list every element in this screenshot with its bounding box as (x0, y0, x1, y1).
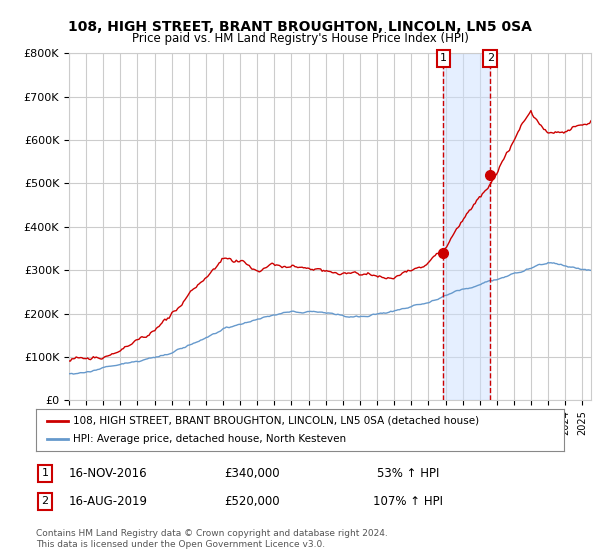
Text: £340,000: £340,000 (224, 466, 280, 480)
Text: Price paid vs. HM Land Registry's House Price Index (HPI): Price paid vs. HM Land Registry's House … (131, 32, 469, 45)
Text: 53% ↑ HPI: 53% ↑ HPI (377, 466, 439, 480)
Bar (443, 53, 490, 400)
Text: 16-AUG-2019: 16-AUG-2019 (68, 494, 148, 508)
Text: 2: 2 (487, 53, 494, 63)
Text: 1: 1 (440, 53, 447, 63)
Text: 108, HIGH STREET, BRANT BROUGHTON, LINCOLN, LN5 0SA: 108, HIGH STREET, BRANT BROUGHTON, LINCO… (68, 20, 532, 34)
Text: Contains HM Land Registry data © Crown copyright and database right 2024.
This d: Contains HM Land Registry data © Crown c… (36, 529, 388, 549)
Text: 2: 2 (41, 496, 49, 506)
Text: 107% ↑ HPI: 107% ↑ HPI (373, 494, 443, 508)
Text: 108, HIGH STREET, BRANT BROUGHTON, LINCOLN, LN5 0SA (detached house): 108, HIGH STREET, BRANT BROUGHTON, LINCO… (73, 416, 479, 426)
Text: 16-NOV-2016: 16-NOV-2016 (68, 466, 148, 480)
Text: £520,000: £520,000 (224, 494, 280, 508)
Text: HPI: Average price, detached house, North Kesteven: HPI: Average price, detached house, Nort… (73, 434, 346, 444)
Text: 1: 1 (41, 468, 49, 478)
